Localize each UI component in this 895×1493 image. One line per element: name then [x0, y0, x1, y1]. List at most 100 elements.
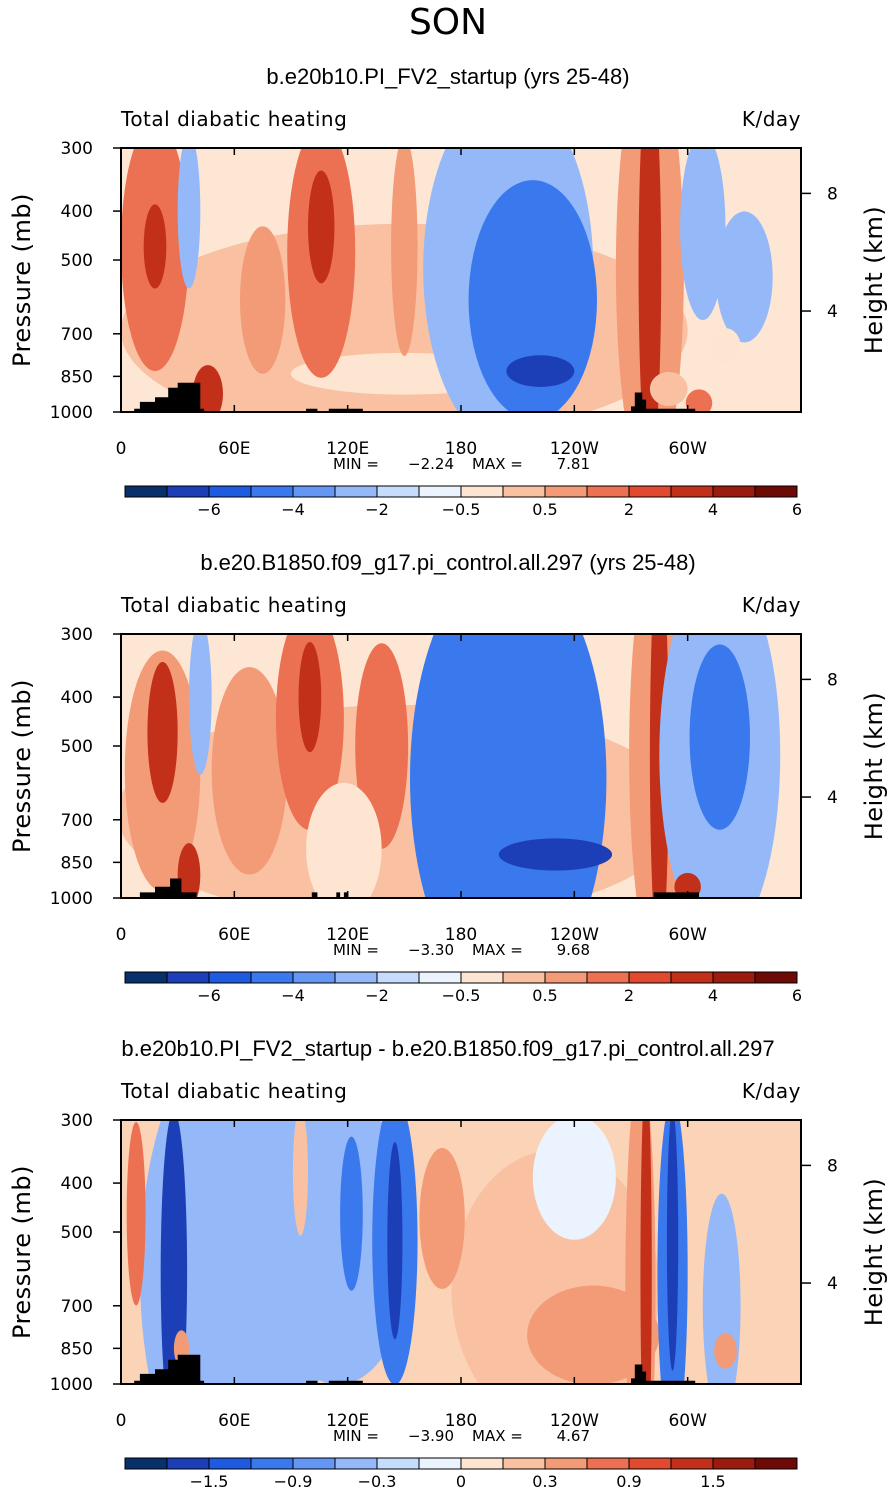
contour-region [419, 1147, 465, 1290]
colorbar-swatch [208, 1457, 252, 1470]
y-tick-label: 850 [61, 1339, 93, 1359]
season-title: SON [409, 2, 487, 43]
colorbar-swatch [544, 1457, 588, 1470]
colorbar-swatch [670, 971, 714, 984]
max-value: 9.68 [557, 941, 590, 959]
colorbar-swatch [502, 971, 546, 984]
colorbar-label: 1.5 [700, 1472, 725, 1491]
min-label: MIN = [333, 455, 379, 473]
y-tick-label: 400 [61, 688, 93, 708]
y-axis-label: Pressure (mb) [8, 193, 36, 367]
variable-label: Total diabatic heating [120, 1079, 347, 1103]
colorbar-swatch [586, 971, 630, 984]
height-tick-label: 8 [827, 184, 838, 204]
colorbar-swatch [292, 485, 336, 498]
colorbar-swatch [754, 485, 798, 498]
contour-region [710, 328, 741, 364]
units-label: K/day [742, 593, 801, 617]
contour-region [192, 365, 223, 412]
y-tick-label: 850 [61, 853, 93, 873]
max-label: MAX = [472, 455, 523, 473]
units-label: K/day [742, 1079, 801, 1103]
colorbar-swatch [670, 485, 714, 498]
panel-2: b.e20.B1850.f09_g17.pi_control.all.297 (… [8, 550, 888, 1005]
y-tick-label: 500 [61, 251, 93, 271]
colorbar-swatch [460, 1457, 504, 1470]
colorbar-swatch [586, 485, 630, 498]
colorbar-label: −1.5 [190, 1472, 229, 1491]
contour-field [126, 1120, 741, 1384]
colorbar-swatch [754, 1457, 798, 1470]
colorbar-swatch [712, 485, 756, 498]
colorbar-swatch [166, 485, 210, 498]
x-tick-label: 180 [445, 925, 477, 945]
contour-region [506, 355, 575, 388]
x-tick-label: 120W [550, 925, 599, 945]
panel-1: b.e20b10.PI_FV2_startup (yrs 25-48) Total… [8, 64, 888, 519]
colorbar-label: 0.5 [532, 500, 557, 519]
height-tick-label: 4 [827, 302, 838, 322]
contour-region [716, 211, 773, 343]
panel-3: b.e20b10.PI_FV2_startup - b.e20.B1850.f0… [8, 1036, 888, 1491]
y-tick-label: 700 [61, 1297, 93, 1317]
colorbar-swatch [166, 1457, 210, 1470]
colorbar-swatch [376, 1457, 420, 1470]
min-value: −2.24 [408, 455, 454, 473]
contour-region [292, 1120, 308, 1236]
colorbar: −6 −4 −2 −0.5 0.5 2 4 6 [124, 485, 802, 519]
contour-region [189, 634, 212, 775]
colorbar-swatch [628, 971, 672, 984]
contour-region [211, 667, 288, 875]
panel-title: b.e20b10.PI_FV2_startup (yrs 25-48) [266, 64, 629, 89]
colorbar-swatch [502, 1457, 546, 1470]
height-tick-label: 4 [827, 1274, 838, 1294]
min-label: MIN = [333, 941, 379, 959]
y-axis-label: Pressure (mb) [8, 679, 36, 853]
contour-region [689, 644, 750, 830]
y-tick-label: 400 [61, 1174, 93, 1194]
contour-region [160, 1120, 188, 1384]
contour-region [666, 1120, 679, 1371]
colorbar-swatch [124, 971, 168, 984]
y-tick-label: 700 [61, 325, 93, 345]
max-label: MAX = [472, 941, 523, 959]
colorbar-swatch [250, 1457, 294, 1470]
contour-region [498, 838, 613, 871]
colorbar-swatch [418, 971, 462, 984]
x-tick-label: 180 [445, 439, 477, 459]
contour-region [685, 389, 713, 412]
colorbar-swatch [376, 971, 420, 984]
y-tick-label: 1000 [50, 1375, 93, 1395]
contour-region [640, 1120, 652, 1384]
colorbar-swatch [670, 1457, 714, 1470]
colorbar: −6 −4 −2 −0.5 0.5 2 4 6 [124, 971, 802, 1005]
x-tick-label: 120E [326, 925, 369, 945]
colorbar-swatch [166, 971, 210, 984]
colorbar-swatch [460, 485, 504, 498]
colorbar-label: 0.9 [616, 1472, 641, 1491]
contour-region [177, 148, 201, 289]
y-tick-label: 400 [61, 202, 93, 222]
colorbar-label: −2 [365, 986, 389, 1005]
height-tick-label: 8 [827, 1156, 838, 1176]
min-value: −3.30 [408, 941, 454, 959]
colorbar-swatch [250, 485, 294, 498]
max-value: 4.67 [557, 1427, 590, 1445]
colorbar-label: −6 [197, 500, 221, 519]
colorbar-swatch [544, 485, 588, 498]
colorbar-swatch [334, 485, 378, 498]
y-tick-label: 500 [61, 1223, 93, 1243]
colorbar-swatch [544, 971, 588, 984]
contour-field [121, 634, 781, 898]
colorbar-swatch [628, 1457, 672, 1470]
colorbar-swatch [586, 1457, 630, 1470]
colorbar-label: −0.9 [274, 1472, 313, 1491]
topography-mask [139, 878, 699, 898]
x-tick-label: 60E [218, 1411, 250, 1431]
x-tick-label: 60W [668, 925, 707, 945]
colorbar-label: 6 [792, 986, 802, 1005]
colorbar-swatch [334, 971, 378, 984]
colorbar-label: 2 [624, 500, 634, 519]
panel-title: b.e20.B1850.f09_g17.pi_control.all.297 (… [200, 550, 695, 575]
colorbar-swatch [208, 971, 252, 984]
